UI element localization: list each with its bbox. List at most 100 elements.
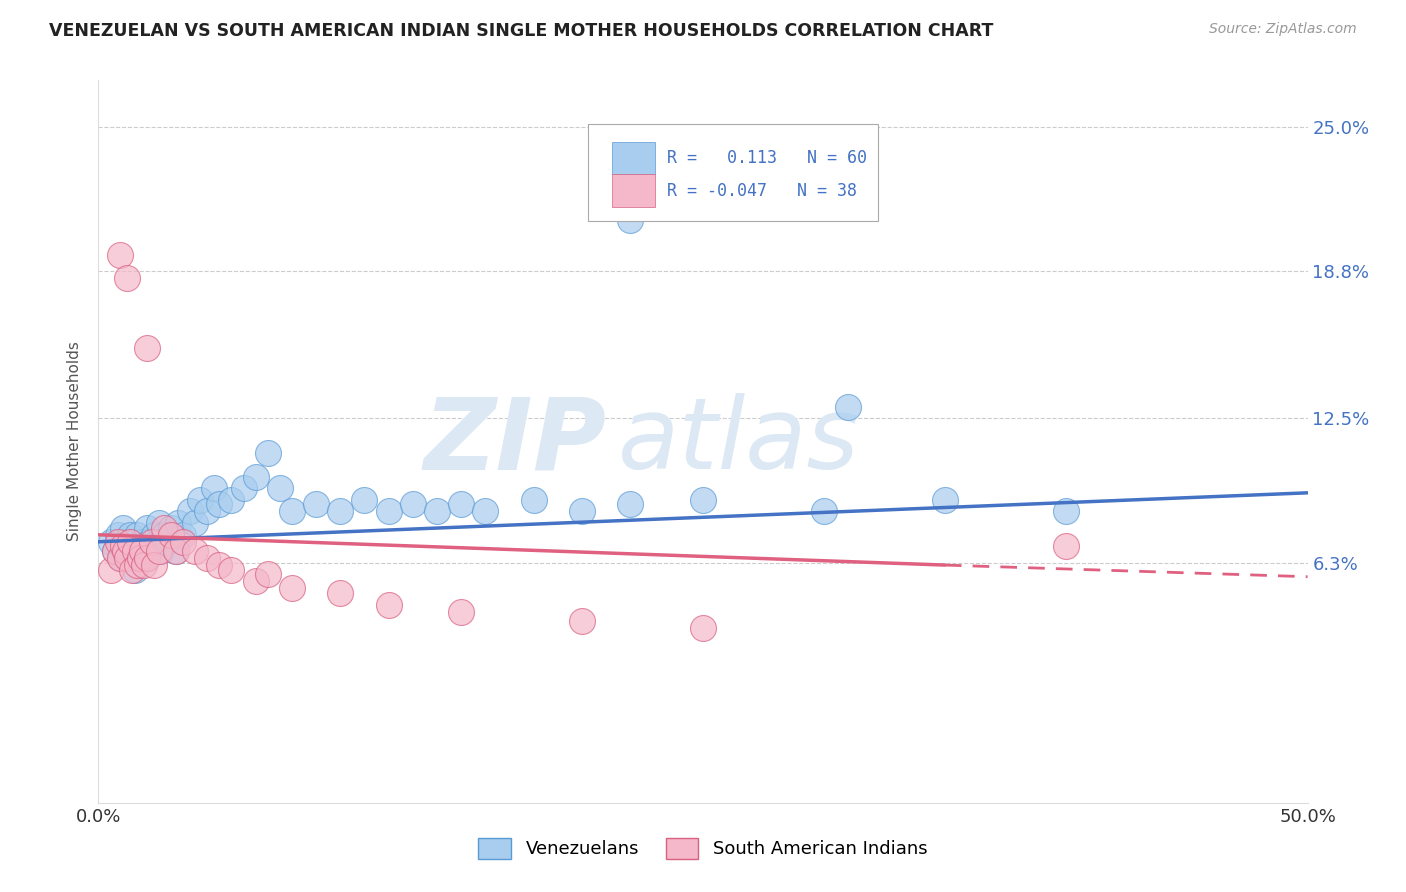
Point (114, 544, 136, 558)
Text: R = -0.047   N = 38: R = -0.047 N = 38 (666, 182, 856, 200)
Point (124, 544, 146, 558)
Point (692, 492, 714, 507)
Point (204, 481, 226, 495)
Point (127, 528, 149, 542)
Point (117, 551, 139, 566)
Point (172, 528, 194, 542)
Point (221, 492, 243, 507)
Point (148, 516, 170, 530)
Point (1054, 504, 1077, 518)
Point (160, 521, 183, 535)
Point (165, 544, 187, 558)
Point (221, 563, 243, 577)
Text: atlas: atlas (619, 393, 860, 490)
Point (118, 528, 141, 542)
Point (124, 563, 146, 577)
Point (165, 544, 187, 558)
Point (134, 540, 156, 554)
Point (111, 540, 134, 554)
Point (329, 586, 352, 600)
Point (100, 534, 122, 549)
Point (155, 534, 177, 549)
Point (1054, 540, 1077, 554)
Point (152, 521, 174, 535)
Point (402, 498, 425, 512)
Point (450, 498, 472, 512)
Point (450, 605, 472, 619)
FancyBboxPatch shape (588, 124, 879, 221)
Point (148, 544, 170, 558)
Y-axis label: Single Mother Households: Single Mother Households (67, 342, 83, 541)
Point (256, 567, 278, 582)
Point (104, 544, 127, 558)
Point (571, 614, 593, 628)
Point (128, 551, 150, 566)
Point (121, 544, 143, 558)
Point (128, 544, 150, 558)
Point (232, 481, 254, 495)
Point (121, 563, 143, 577)
Point (108, 551, 131, 566)
Point (108, 248, 131, 262)
Point (172, 534, 194, 549)
Point (135, 551, 157, 566)
Point (134, 558, 156, 572)
Point (135, 521, 157, 535)
Point (208, 498, 231, 512)
Point (117, 271, 139, 285)
Point (692, 621, 714, 635)
Point (188, 492, 211, 507)
Point (135, 341, 157, 355)
Point (281, 582, 304, 596)
Point (377, 598, 399, 612)
Point (329, 504, 352, 518)
Text: Source: ZipAtlas.com: Source: ZipAtlas.com (1209, 22, 1357, 37)
Text: R =   0.113   N = 60: R = 0.113 N = 60 (666, 149, 866, 168)
Point (837, 400, 859, 414)
Point (256, 446, 278, 460)
Point (127, 558, 149, 572)
Point (143, 558, 166, 572)
Point (118, 534, 141, 549)
Point (141, 544, 163, 558)
Bar (613, 174, 655, 207)
Point (100, 563, 122, 577)
Point (281, 504, 304, 518)
Point (619, 213, 641, 227)
Point (353, 492, 375, 507)
Point (167, 516, 190, 530)
Point (619, 498, 641, 512)
Point (107, 528, 129, 542)
Point (131, 534, 153, 549)
Point (195, 551, 218, 566)
Point (111, 521, 134, 535)
Point (474, 504, 496, 518)
Point (208, 558, 231, 572)
Point (141, 534, 163, 549)
Point (143, 528, 166, 542)
Point (135, 551, 157, 566)
Point (523, 492, 546, 507)
Point (104, 544, 127, 558)
Point (131, 544, 153, 558)
Point (138, 534, 160, 549)
Point (117, 534, 139, 549)
Point (184, 516, 207, 530)
Text: VENEZUELAN VS SOUTH AMERICAN INDIAN SINGLE MOTHER HOUSEHOLDS CORRELATION CHART: VENEZUELAN VS SOUTH AMERICAN INDIAN SING… (49, 22, 994, 40)
Point (571, 504, 593, 518)
Point (377, 504, 399, 518)
Point (108, 551, 131, 566)
Point (195, 504, 218, 518)
Point (426, 504, 449, 518)
Point (184, 544, 207, 558)
Point (813, 504, 835, 518)
Text: ZIP: ZIP (423, 393, 606, 490)
Point (269, 481, 291, 495)
Point (117, 551, 139, 566)
Point (245, 574, 267, 589)
Point (107, 534, 129, 549)
Point (114, 544, 136, 558)
Point (150, 544, 173, 558)
Bar (613, 142, 655, 174)
Point (179, 504, 201, 518)
